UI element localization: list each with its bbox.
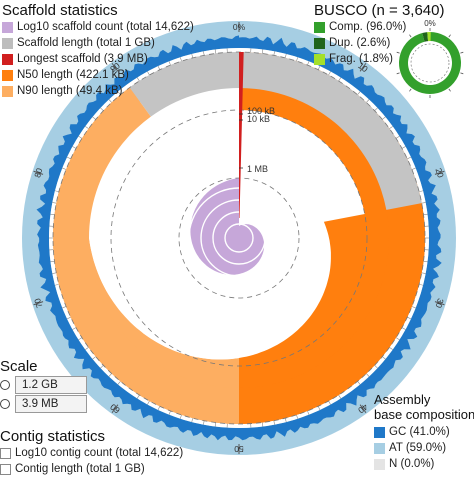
base-comp-title-line2: base composition bbox=[374, 407, 474, 422]
legend-n90: N90 length (49.4 kB) bbox=[2, 83, 194, 99]
busco-tick bbox=[449, 35, 451, 37]
contig-legend-length: Contig length (total 1 GB) bbox=[0, 461, 183, 477]
busco-swatch-complete bbox=[314, 22, 325, 33]
base-swatch-at bbox=[374, 443, 385, 454]
contig-label-length: Contig length (total 1 GB) bbox=[15, 463, 145, 475]
legend-label-n90: N90 length (49.4 kB) bbox=[17, 85, 122, 97]
contig-legend-count: Log10 contig count (total 14,622) bbox=[0, 445, 183, 461]
radial-label-100kb: 100 kB bbox=[247, 106, 275, 116]
contig-swatch-count bbox=[0, 448, 11, 459]
busco-legend-fragmented: Frag. (1.8%) bbox=[314, 51, 444, 67]
legend-scaffold-count: Log10 scaffold count (total 14,622) bbox=[2, 19, 194, 35]
base-swatch-gc bbox=[374, 427, 385, 438]
scale-value-total: 1.2 GB bbox=[15, 376, 87, 394]
busco-tick bbox=[449, 89, 451, 91]
legend-n50: N50 length (422.1 kB) bbox=[2, 67, 194, 83]
base-composition-legend: Assembly base composition GC (41.0%) AT … bbox=[374, 392, 474, 472]
scale-value-longest: 3.9 MB bbox=[15, 395, 87, 413]
busco-legend-duplicated: Dup. (2.6%) bbox=[314, 35, 444, 51]
contig-stats-title: Contig statistics bbox=[0, 428, 183, 445]
base-label-n: N (0.0%) bbox=[389, 458, 434, 470]
legend-swatch-longest bbox=[2, 54, 13, 65]
busco-tick bbox=[409, 89, 411, 91]
base-comp-title-line1: Assembly bbox=[374, 392, 474, 407]
busco-legend-complete: Comp. (96.0%) bbox=[314, 19, 444, 35]
legend-label-longest: Longest scaffold (3.9 MB) bbox=[17, 53, 148, 65]
busco-label-complete: Comp. (96.0%) bbox=[329, 21, 406, 33]
legend-swatch-n90 bbox=[2, 86, 13, 97]
base-label-at: AT (59.0%) bbox=[389, 442, 446, 454]
busco-swatch-fragmented bbox=[314, 54, 325, 65]
legend-label-length: Scaffold length (total 1 GB) bbox=[17, 37, 155, 49]
base-legend-n: N (0.0%) bbox=[374, 456, 474, 472]
legend-longest-scaffold: Longest scaffold (3.9 MB) bbox=[2, 51, 194, 67]
busco-label-fragmented: Frag. (1.8%) bbox=[329, 53, 393, 65]
legend-swatch-count bbox=[2, 22, 13, 33]
scale-row-total[interactable]: 1.2 GB bbox=[0, 375, 87, 394]
scaffold-stats-legend: Scaffold statistics Log10 scaffold count… bbox=[2, 2, 194, 99]
scale-title: Scale bbox=[0, 358, 87, 375]
busco-label-duplicated: Dup. (2.6%) bbox=[329, 37, 390, 49]
contig-label-count: Log10 contig count (total 14,622) bbox=[15, 447, 183, 459]
busco-title: BUSCO (n = 3,640) bbox=[314, 2, 444, 19]
base-label-gc: GC (41.0%) bbox=[389, 426, 450, 438]
scale-panel: Scale 1.2 GB 3.9 MB bbox=[0, 358, 87, 413]
busco-tick bbox=[397, 73, 400, 74]
percent-tick-label: 0% bbox=[233, 22, 246, 32]
legend-scaffold-length: Scaffold length (total 1 GB) bbox=[2, 35, 194, 51]
scaffold-stats-title: Scaffold statistics bbox=[2, 2, 194, 19]
percent-tick-label: 50 bbox=[234, 444, 244, 454]
busco-tick bbox=[460, 52, 463, 53]
legend-label-count: Log10 scaffold count (total 14,622) bbox=[17, 21, 194, 33]
scale-radio-total[interactable] bbox=[0, 380, 10, 390]
legend-swatch-n50 bbox=[2, 70, 13, 81]
scale-radio-longest[interactable] bbox=[0, 399, 10, 409]
contig-swatch-length bbox=[0, 464, 11, 475]
scale-row-longest[interactable]: 3.9 MB bbox=[0, 394, 87, 413]
legend-label-n50: N50 length (422.1 kB) bbox=[17, 69, 129, 81]
base-legend-at: AT (59.0%) bbox=[374, 440, 474, 456]
radial-label-1mb: 1 MB bbox=[247, 164, 268, 174]
base-legend-gc: GC (41.0%) bbox=[374, 424, 474, 440]
legend-swatch-length bbox=[2, 38, 13, 49]
contig-stats-legend: Contig statistics Log10 contig count (to… bbox=[0, 428, 183, 477]
base-swatch-n bbox=[374, 459, 385, 470]
busco-swatch-duplicated bbox=[314, 38, 325, 49]
busco-legend: BUSCO (n = 3,640) Comp. (96.0%) Dup. (2.… bbox=[314, 2, 444, 67]
busco-tick bbox=[460, 73, 463, 74]
